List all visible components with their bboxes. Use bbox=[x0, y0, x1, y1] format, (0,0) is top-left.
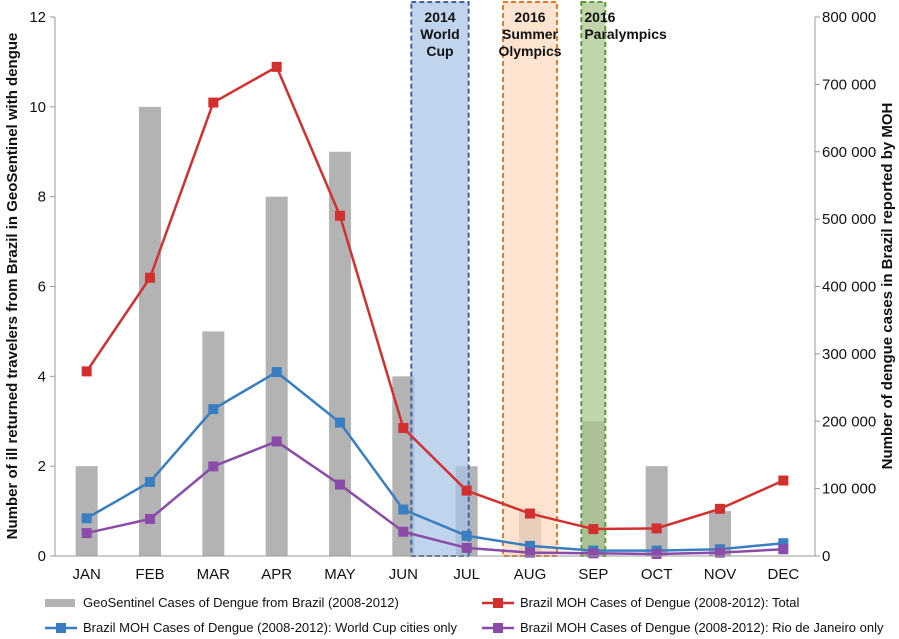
x-tick-aug: AUG bbox=[514, 566, 547, 583]
point-brazil-moh-cases-of-dengue-2008-2012-rio-de-janeiro-only-apr bbox=[271, 436, 282, 447]
point-brazil-moh-cases-of-dengue-2008-2012-total-sep bbox=[588, 524, 599, 535]
point-brazil-moh-cases-of-dengue-2008-2012-rio-de-janeiro-only-sep bbox=[588, 548, 599, 559]
band-2014-world-cup bbox=[410, 1, 470, 557]
point-brazil-moh-cases-of-dengue-2008-2012-rio-de-janeiro-only-feb bbox=[145, 513, 155, 524]
right-tick-200-000: 200 000 bbox=[822, 413, 876, 430]
point-brazil-moh-cases-of-dengue-2008-2012-world-cup-cities-only-mar bbox=[208, 404, 219, 415]
legend-label-brazil-moh-cases-of-dengue-2008-2012-world-cup-cities-only: Brazil MOH Cases of Dengue (2008-2012): … bbox=[83, 620, 458, 635]
right-tick-800-000: 800 000 bbox=[822, 9, 876, 26]
band-label-2016-summer-olympics-0: 2016 bbox=[514, 9, 545, 25]
line-series bbox=[81, 61, 789, 559]
line-brazil-moh-cases-of-dengue-2008-2012-world-cup-cities-only bbox=[86, 370, 784, 552]
point-brazil-moh-cases-of-dengue-2008-2012-rio-de-janeiro-only-oct bbox=[651, 548, 662, 559]
legend-marker-brazil-moh-cases-of-dengue-2008-2012-rio-de-janeiro-only bbox=[493, 623, 503, 633]
point-brazil-moh-cases-of-dengue-2008-2012-rio-de-janeiro-only-may bbox=[335, 479, 345, 490]
point-brazil-moh-cases-of-dengue-2008-2012-total-jun bbox=[398, 422, 409, 433]
band-label-2016-summer-olympics-2: Olympics bbox=[498, 43, 561, 59]
point-brazil-moh-cases-of-dengue-2008-2012-total-mar bbox=[208, 97, 219, 108]
point-brazil-moh-cases-of-dengue-2008-2012-total-apr bbox=[271, 61, 282, 72]
legend-label-geosentinel-cases-of-dengue-from-brazil-2008-2012: GeoSentinel Cases of Dengue from Brazil … bbox=[83, 595, 399, 610]
x-tick-feb: FEB bbox=[135, 566, 164, 583]
bar-jan bbox=[75, 466, 98, 556]
point-brazil-moh-cases-of-dengue-2008-2012-world-cup-cities-only-jun bbox=[398, 504, 409, 515]
left-tick-2: 2 bbox=[38, 458, 46, 475]
legend-swatch-geosentinel-cases-of-dengue-from-brazil-2008-2012 bbox=[45, 599, 75, 607]
point-brazil-moh-cases-of-dengue-2008-2012-world-cup-cities-only-apr bbox=[271, 367, 282, 378]
point-brazil-moh-cases-of-dengue-2008-2012-total-feb bbox=[145, 272, 155, 283]
point-brazil-moh-cases-of-dengue-2008-2012-total-aug bbox=[525, 508, 535, 519]
x-tick-may: MAY bbox=[324, 566, 355, 583]
legend-label-brazil-moh-cases-of-dengue-2008-2012-total: Brazil MOH Cases of Dengue (2008-2012): … bbox=[520, 595, 800, 610]
bar-oct bbox=[645, 466, 668, 556]
point-brazil-moh-cases-of-dengue-2008-2012-total-jul bbox=[461, 485, 472, 496]
point-brazil-moh-cases-of-dengue-2008-2012-total-dec bbox=[778, 475, 789, 486]
point-brazil-moh-cases-of-dengue-2008-2012-rio-de-janeiro-only-jan bbox=[81, 528, 92, 539]
band-2016-paralympics bbox=[580, 1, 607, 557]
left-tick-0: 0 bbox=[38, 548, 46, 565]
right-axis-title: Number of dengue cases in Brazil reporte… bbox=[879, 103, 896, 470]
point-brazil-moh-cases-of-dengue-2008-2012-total-nov bbox=[715, 503, 725, 514]
left-tick-6: 6 bbox=[38, 279, 46, 296]
x-tick-jun: JUN bbox=[389, 566, 418, 583]
legend-marker-brazil-moh-cases-of-dengue-2008-2012-total bbox=[493, 598, 503, 608]
x-tick-jul: JUL bbox=[453, 566, 480, 583]
point-brazil-moh-cases-of-dengue-2008-2012-rio-de-janeiro-only-nov bbox=[715, 547, 725, 558]
line-brazil-moh-cases-of-dengue-2008-2012-rio-de-janeiro-only bbox=[86, 440, 784, 556]
bar-nov bbox=[709, 511, 731, 556]
right-tick-700-000: 700 000 bbox=[822, 76, 876, 93]
x-tick-jan: JAN bbox=[72, 566, 100, 583]
band-label-2014-world-cup-2: Cup bbox=[426, 43, 453, 59]
point-brazil-moh-cases-of-dengue-2008-2012-world-cup-cities-only-aug bbox=[525, 540, 535, 551]
left-tick-12: 12 bbox=[29, 9, 46, 26]
legend-marker-brazil-moh-cases-of-dengue-2008-2012-world-cup-cities-only bbox=[56, 623, 66, 633]
point-brazil-moh-cases-of-dengue-2008-2012-world-cup-cities-only-may bbox=[335, 417, 345, 428]
x-tick-oct: OCT bbox=[641, 566, 673, 583]
tick-labels: 0 2 4 6 8 10 12 0 100 000 200 000 300 000 400 000 50… bbox=[29, 9, 876, 583]
band-2016-summer-olympics bbox=[502, 1, 558, 557]
right-tick-400-000: 400 000 bbox=[822, 279, 876, 296]
band-label-2014-world-cup-0: 2014 bbox=[424, 9, 455, 25]
band-label-2016-paralympics-1: Paralympics bbox=[584, 26, 667, 42]
right-tick-100-000: 100 000 bbox=[822, 481, 876, 498]
x-tick-dec: DEC bbox=[767, 566, 799, 583]
point-brazil-moh-cases-of-dengue-2008-2012-world-cup-cities-only-jul bbox=[461, 530, 472, 541]
left-tick-10: 10 bbox=[29, 99, 46, 116]
bar-may bbox=[329, 151, 351, 556]
band-label-2016-paralympics-0: 2016 bbox=[584, 9, 615, 25]
point-brazil-moh-cases-of-dengue-2008-2012-world-cup-cities-only-jan bbox=[81, 513, 92, 524]
point-brazil-moh-cases-of-dengue-2008-2012-rio-de-janeiro-only-jun bbox=[398, 526, 409, 537]
left-tick-8: 8 bbox=[38, 189, 46, 206]
point-brazil-moh-cases-of-dengue-2008-2012-total-jan bbox=[81, 366, 92, 377]
legend-label-brazil-moh-cases-of-dengue-2008-2012-rio-de-janeiro-only: Brazil MOH Cases of Dengue (2008-2012): … bbox=[520, 620, 884, 635]
left-axis-title: Number of ill returned travelers from Br… bbox=[4, 33, 21, 540]
x-tick-apr: APR bbox=[261, 566, 292, 583]
left-tick-4: 4 bbox=[38, 368, 46, 385]
x-tick-sep: SEP bbox=[578, 566, 608, 583]
point-brazil-moh-cases-of-dengue-2008-2012-rio-de-janeiro-only-dec bbox=[778, 544, 789, 555]
right-tick-0: 0 bbox=[822, 548, 830, 565]
point-brazil-moh-cases-of-dengue-2008-2012-rio-de-janeiro-only-jul bbox=[461, 542, 472, 553]
right-tick-300-000: 300 000 bbox=[822, 346, 876, 363]
right-tick-500-000: 500 000 bbox=[822, 211, 876, 228]
band-label-2016-summer-olympics-1: Summer bbox=[502, 26, 559, 42]
legend: GeoSentinel Cases of Dengue from Brazil … bbox=[45, 595, 884, 635]
point-brazil-moh-cases-of-dengue-2008-2012-rio-de-janeiro-only-mar bbox=[208, 461, 219, 472]
x-tick-mar: MAR bbox=[197, 566, 231, 583]
right-tick-600-000: 600 000 bbox=[822, 144, 876, 161]
x-tick-nov: NOV bbox=[704, 566, 737, 583]
line-brazil-moh-cases-of-dengue-2008-2012-total bbox=[85, 65, 784, 531]
band-label-2014-world-cup-1: World bbox=[420, 26, 459, 42]
bar-series bbox=[75, 106, 731, 556]
bar-feb bbox=[139, 106, 161, 556]
point-brazil-moh-cases-of-dengue-2008-2012-rio-de-janeiro-only-aug bbox=[525, 547, 535, 558]
point-brazil-moh-cases-of-dengue-2008-2012-world-cup-cities-only-feb bbox=[145, 476, 155, 487]
point-brazil-moh-cases-of-dengue-2008-2012-total-may bbox=[335, 210, 345, 221]
bar-mar bbox=[202, 331, 225, 556]
point-brazil-moh-cases-of-dengue-2008-2012-total-oct bbox=[651, 523, 662, 534]
point-brazil-moh-cases-of-dengue-2008-2012-world-cup-cities-only-dec bbox=[778, 538, 789, 549]
